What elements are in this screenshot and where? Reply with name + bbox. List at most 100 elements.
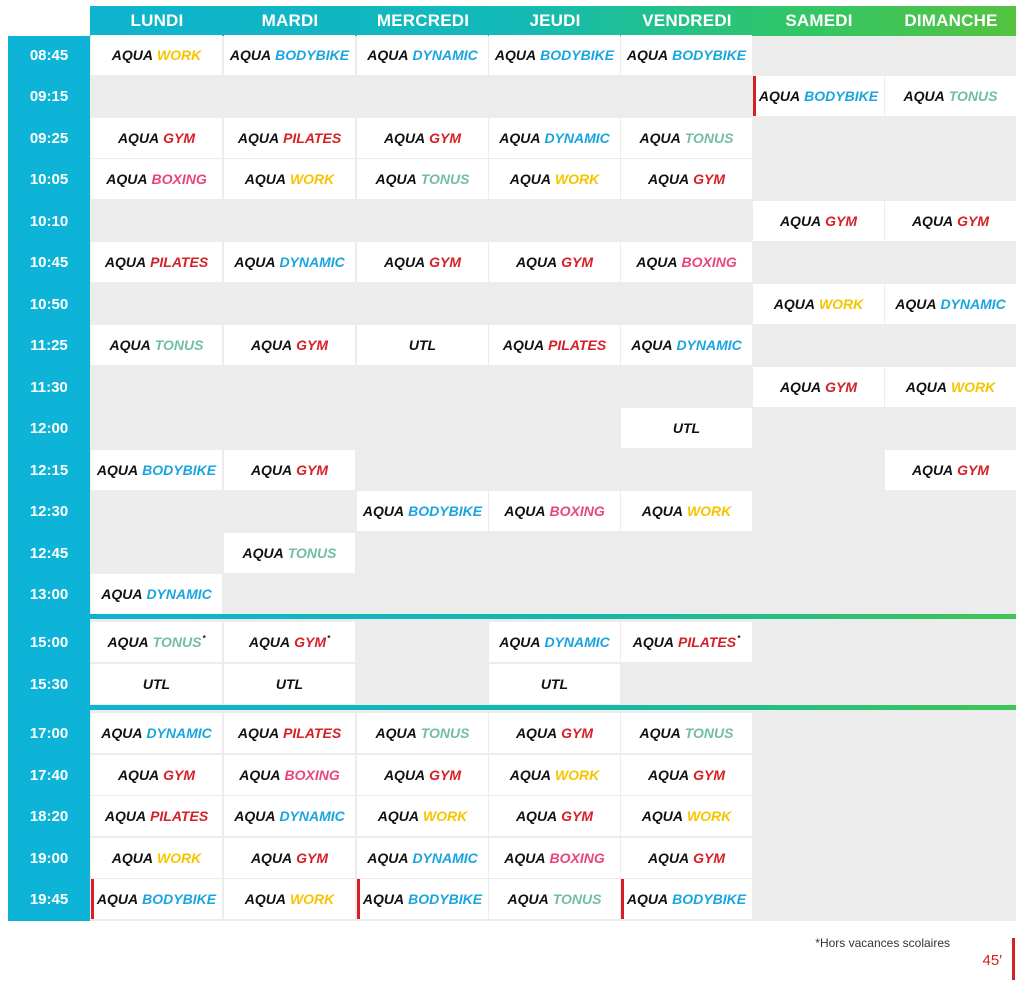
class-slot[interactable]: AQUA PILATES xyxy=(489,325,620,365)
class-slot[interactable]: AQUA GYM xyxy=(489,713,620,753)
class-slot[interactable]: AQUA TONUS xyxy=(621,118,752,158)
class-slot[interactable]: AQUA TONUS xyxy=(621,713,752,753)
class-slot[interactable]: AQUA GYM xyxy=(357,242,488,282)
class-slot[interactable]: AQUA WORK xyxy=(885,367,1016,407)
class-name: PILATES xyxy=(678,634,737,650)
class-name: DYNAMIC xyxy=(146,725,212,741)
class-slot[interactable]: AQUA PILATES xyxy=(91,796,222,836)
time-label: 17:40 xyxy=(29,766,69,784)
class-slot[interactable]: AQUA GYM xyxy=(489,242,620,282)
class-slot[interactable]: AQUA PILATES xyxy=(224,118,355,158)
class-prefix: AQUA xyxy=(239,767,281,783)
class-slot[interactable]: AQUA BODYBIKE xyxy=(489,35,620,75)
class-slot[interactable]: AQUA GYM xyxy=(621,838,752,878)
duration-marker xyxy=(1012,938,1015,980)
class-slot[interactable]: UTL xyxy=(224,664,355,704)
class-name: BOXING xyxy=(549,850,605,866)
class-slot[interactable]: AQUA GYM xyxy=(224,325,355,365)
class-slot[interactable]: AQUA GYM xyxy=(91,118,222,158)
class-slot[interactable]: AQUA WORK xyxy=(224,159,355,199)
class-slot[interactable]: AQUA GYM xyxy=(885,450,1016,490)
class-slot[interactable]: AQUA GYM xyxy=(224,450,355,490)
class-slot[interactable]: AQUA GYM xyxy=(885,201,1016,241)
class-slot[interactable]: AQUA GYM xyxy=(753,201,884,241)
class-slot[interactable]: AQUA WORK xyxy=(357,796,488,836)
class-slot[interactable]: AQUA DYNAMIC xyxy=(357,35,488,75)
class-slot[interactable]: AQUA DYNAMIC xyxy=(357,838,488,878)
class-slot[interactable]: AQUA BOXING xyxy=(489,838,620,878)
class-slot[interactable]: AQUA WORK xyxy=(489,159,620,199)
class-prefix: AQUA xyxy=(104,254,147,270)
class-slot[interactable]: AQUA BODYBIKE xyxy=(621,879,752,919)
class-slot[interactable]: AQUA GYM xyxy=(621,755,752,795)
class-label: UTL xyxy=(142,676,171,692)
class-slot[interactable]: AQUA GYM xyxy=(489,796,620,836)
class-name: TONUS xyxy=(684,130,734,146)
class-slot[interactable]: AQUA WORK xyxy=(621,796,752,836)
class-slot[interactable]: AQUA BODYBIKE xyxy=(357,491,488,531)
class-slot[interactable]: AQUA GYM xyxy=(357,755,488,795)
class-prefix: AQUA xyxy=(367,850,409,866)
class-prefix: AQUA xyxy=(101,586,143,602)
class-slot[interactable]: AQUA DYNAMIC xyxy=(224,242,355,282)
class-slot[interactable]: AQUA WORK xyxy=(91,35,222,75)
class-slot[interactable]: AQUA BODYBIKE xyxy=(621,35,752,75)
class-slot[interactable]: AQUA BOXING xyxy=(91,159,222,199)
class-slot[interactable]: AQUA GYM xyxy=(621,159,752,199)
class-slot[interactable]: AQUA GYM xyxy=(224,838,355,878)
class-slot[interactable]: AQUA PILATES * xyxy=(621,622,752,662)
class-name: TONUS xyxy=(287,545,337,561)
class-slot[interactable]: UTL xyxy=(621,408,752,448)
class-slot[interactable]: AQUA WORK xyxy=(753,284,884,324)
class-slot[interactable]: AQUA BOXING xyxy=(489,491,620,531)
class-slot[interactable]: AQUA TONUS xyxy=(357,713,488,753)
class-slot[interactable]: AQUA PILATES xyxy=(91,242,222,282)
class-slot[interactable]: UTL xyxy=(91,664,222,704)
class-slot[interactable]: UTL xyxy=(357,325,488,365)
class-slot[interactable]: AQUA BOXING xyxy=(621,242,752,282)
class-slot[interactable]: AQUA WORK xyxy=(91,838,222,878)
class-slot[interactable]: AQUA DYNAMIC xyxy=(885,284,1016,324)
class-slot[interactable]: AQUA TONUS xyxy=(224,533,355,573)
class-slot[interactable]: AQUA BODYBIKE xyxy=(753,76,884,116)
time-label: 11:30 xyxy=(30,378,68,396)
class-slot[interactable]: AQUA BODYBIKE xyxy=(357,879,488,919)
class-name: WORK xyxy=(156,850,202,866)
class-slot[interactable]: AQUA TONUS xyxy=(885,76,1016,116)
class-slot[interactable]: AQUA BODYBIKE xyxy=(224,35,355,75)
class-slot[interactable]: AQUA GYM xyxy=(753,367,884,407)
class-prefix: AQUA xyxy=(375,171,417,187)
class-slot[interactable]: AQUA BODYBIKE xyxy=(91,879,222,919)
class-slot[interactable]: AQUA DYNAMIC xyxy=(489,622,620,662)
class-slot[interactable]: AQUA TONUS xyxy=(489,879,620,919)
class-slot[interactable]: AQUA WORK xyxy=(489,755,620,795)
class-slot[interactable]: AQUA WORK xyxy=(224,879,355,919)
class-slot[interactable]: AQUA DYNAMIC xyxy=(224,796,355,836)
class-label: UTL xyxy=(540,676,569,692)
class-slot[interactable]: AQUA GYM * xyxy=(224,622,355,662)
class-slot[interactable]: AQUA DYNAMIC xyxy=(621,325,752,365)
class-slot[interactable]: AQUA GYM xyxy=(357,118,488,158)
class-name: GYM xyxy=(163,130,196,146)
class-slot[interactable]: AQUA DYNAMIC xyxy=(489,118,620,158)
class-slot[interactable]: AQUA GYM xyxy=(91,755,222,795)
class-slot[interactable]: AQUA BOXING xyxy=(224,755,355,795)
class-name: DYNAMIC xyxy=(940,296,1006,312)
class-slot[interactable]: AQUA TONUS xyxy=(91,325,222,365)
class-name: WORK xyxy=(289,891,335,907)
class-prefix: AQUA xyxy=(647,850,690,866)
class-slot[interactable]: AQUA BODYBIKE xyxy=(91,450,222,490)
class-name: TONUS xyxy=(154,337,204,353)
class-slot[interactable]: AQUA TONUS xyxy=(357,159,488,199)
class-name: WORK xyxy=(686,808,732,824)
class-name: BODYBIKE xyxy=(408,891,483,907)
class-slot[interactable]: AQUA WORK xyxy=(621,491,752,531)
class-prefix: AQUA xyxy=(383,767,426,783)
class-slot[interactable]: AQUA DYNAMIC xyxy=(91,713,222,753)
class-slot[interactable]: AQUA PILATES xyxy=(224,713,355,753)
class-slot[interactable]: AQUA TONUS * xyxy=(91,622,222,662)
class-prefix: AQUA xyxy=(903,88,945,104)
class-slot[interactable]: AQUA DYNAMIC xyxy=(91,574,222,614)
time-label: 15:30 xyxy=(29,675,69,693)
class-slot[interactable]: UTL xyxy=(489,664,620,704)
